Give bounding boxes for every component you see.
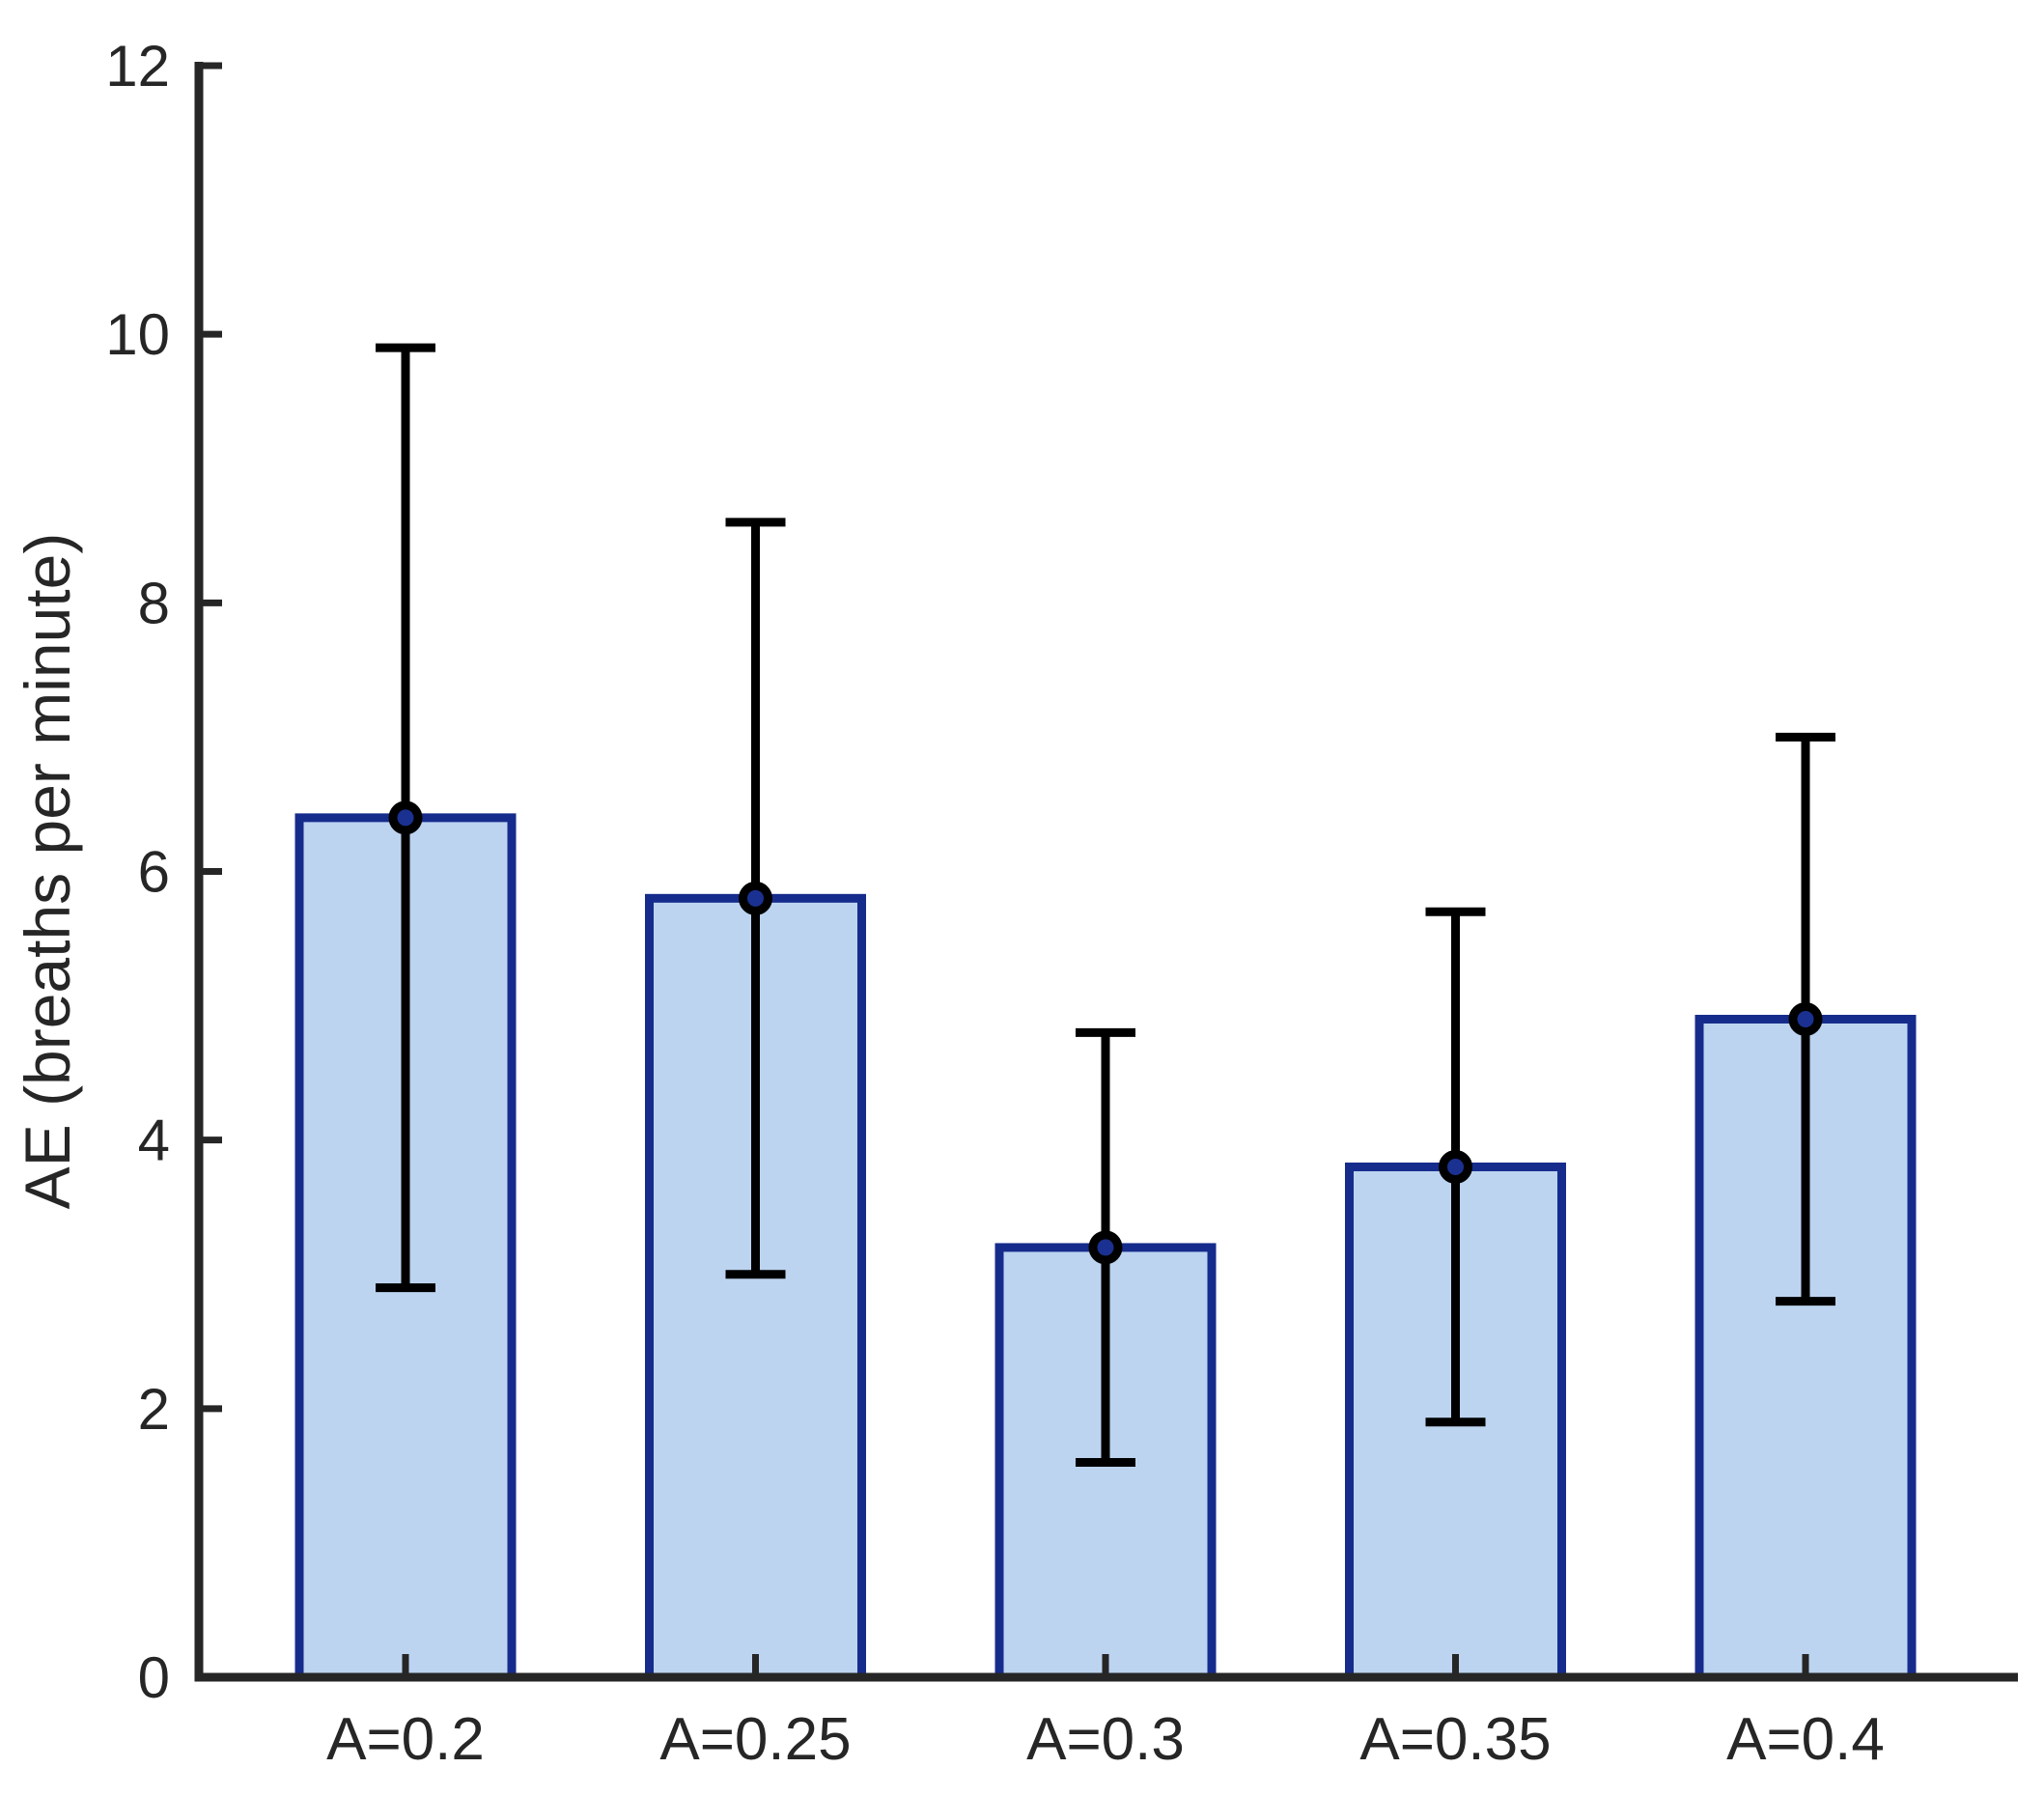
mean-marker — [1088, 1230, 1123, 1265]
mean-markers-layer — [388, 800, 1823, 1265]
mean-marker — [1788, 1001, 1823, 1036]
y-axis-ticks — [199, 62, 222, 1681]
x-axis-tick-labels: A=0.2 A=0.25 A=0.3 A=0.35 A=0.4 — [326, 1706, 1885, 1773]
x-tick-label: A=0.2 — [326, 1706, 485, 1773]
x-axis-ticks — [402, 1654, 1809, 1677]
y-tick-label: 0 — [138, 1645, 170, 1710]
x-tick-label: A=0.35 — [1359, 1706, 1551, 1773]
x-tick-label: A=0.25 — [659, 1706, 851, 1773]
error-bars-layer — [376, 343, 1835, 1467]
y-axis-tick-labels: 0 2 4 6 8 10 12 — [105, 34, 170, 1710]
mean-marker — [739, 881, 772, 915]
x-tick-label: A=0.4 — [1726, 1706, 1885, 1773]
x-tick-label: A=0.3 — [1026, 1706, 1185, 1773]
y-tick-label: 8 — [138, 571, 170, 635]
y-tick-label: 10 — [105, 302, 170, 367]
y-axis-label: AE (breaths per minute) — [12, 533, 83, 1210]
mean-marker — [1439, 1149, 1472, 1184]
y-tick-label: 12 — [105, 34, 170, 98]
y-tick-label: 6 — [138, 840, 170, 905]
y-tick-label: 4 — [138, 1108, 170, 1173]
mean-marker — [388, 800, 423, 835]
y-tick-label: 2 — [138, 1377, 170, 1442]
